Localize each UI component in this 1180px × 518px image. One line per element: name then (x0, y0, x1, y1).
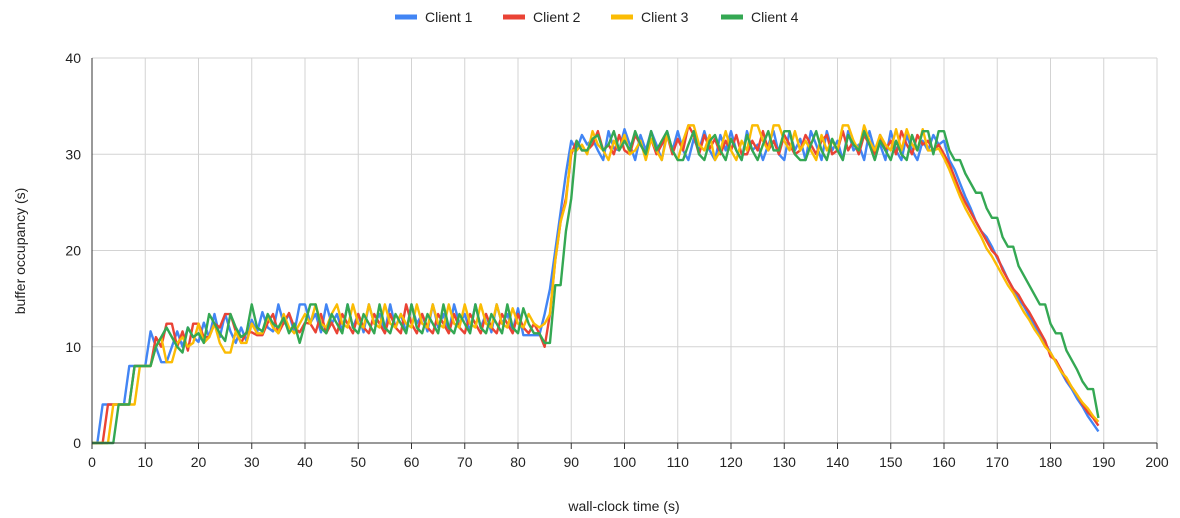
x-tick-label: 150 (879, 454, 903, 470)
x-tick-label: 90 (563, 454, 579, 470)
x-tick-label: 100 (613, 454, 637, 470)
legend-item-client-4: Client 4 (721, 9, 799, 25)
x-tick-label: 130 (773, 454, 797, 470)
x-tick-label: 50 (350, 454, 366, 470)
y-tick-label: 10 (65, 339, 81, 355)
x-tick-label: 20 (191, 454, 207, 470)
x-tick-label: 120 (719, 454, 743, 470)
legend-label: Client 1 (425, 9, 473, 25)
series-line-client-3 (92, 124, 1100, 445)
x-tick-label: 140 (826, 454, 850, 470)
legend: Client 1 Client 2 Client 3 Client 4 (395, 9, 799, 25)
x-tick-label: 70 (457, 454, 473, 470)
y-tick-label: 0 (73, 435, 81, 451)
x-tick-label: 0 (88, 454, 96, 470)
legend-label: Client 2 (533, 9, 581, 25)
x-tick-label: 200 (1145, 454, 1169, 470)
x-tick-label: 80 (510, 454, 526, 470)
y-tick-label: 20 (65, 243, 81, 259)
legend-label: Client 3 (641, 9, 689, 25)
series-line-client-4 (92, 129, 1100, 445)
x-tick-label: 180 (1039, 454, 1063, 470)
y-tick-label: 30 (65, 146, 81, 162)
x-tick-label: 10 (137, 454, 153, 470)
y-axis-title: buffer occupancy (s) (12, 188, 28, 315)
legend-label: Client 4 (751, 9, 799, 25)
legend-item-client-3: Client 3 (611, 9, 689, 25)
x-tick-label: 40 (297, 454, 313, 470)
series-lines (92, 124, 1100, 445)
series-line-client-1 (92, 128, 1100, 445)
x-axis-title: wall-clock time (s) (567, 498, 679, 514)
x-tick-label: 110 (667, 454, 690, 470)
x-tick-label: 30 (244, 454, 260, 470)
x-tick-label: 170 (986, 454, 1010, 470)
legend-item-client-1: Client 1 (395, 9, 473, 25)
y-tick-label: 40 (65, 50, 81, 66)
x-tick-label: 160 (932, 454, 956, 470)
x-tick-label: 190 (1092, 454, 1116, 470)
series-line-client-2 (92, 124, 1100, 445)
grid (92, 57, 1158, 443)
axes (91, 58, 1158, 449)
legend-item-client-2: Client 2 (503, 9, 581, 25)
tick-labels: 0 10 20 30 40 50 60 70 80 90 100 110 120 130 140 150 160… (65, 50, 1168, 470)
x-tick-label: 60 (404, 454, 420, 470)
